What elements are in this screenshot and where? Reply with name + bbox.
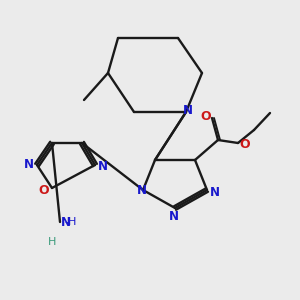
Text: -H: -H xyxy=(65,217,77,227)
Text: N: N xyxy=(210,185,220,199)
Text: N: N xyxy=(98,160,108,173)
Text: H: H xyxy=(48,237,56,247)
Text: N: N xyxy=(183,104,193,118)
Text: N: N xyxy=(169,211,179,224)
Text: O: O xyxy=(240,139,250,152)
Text: N: N xyxy=(137,184,147,197)
Text: N: N xyxy=(24,158,34,172)
Text: O: O xyxy=(201,110,211,124)
Text: N: N xyxy=(61,215,71,229)
Text: O: O xyxy=(39,184,49,196)
